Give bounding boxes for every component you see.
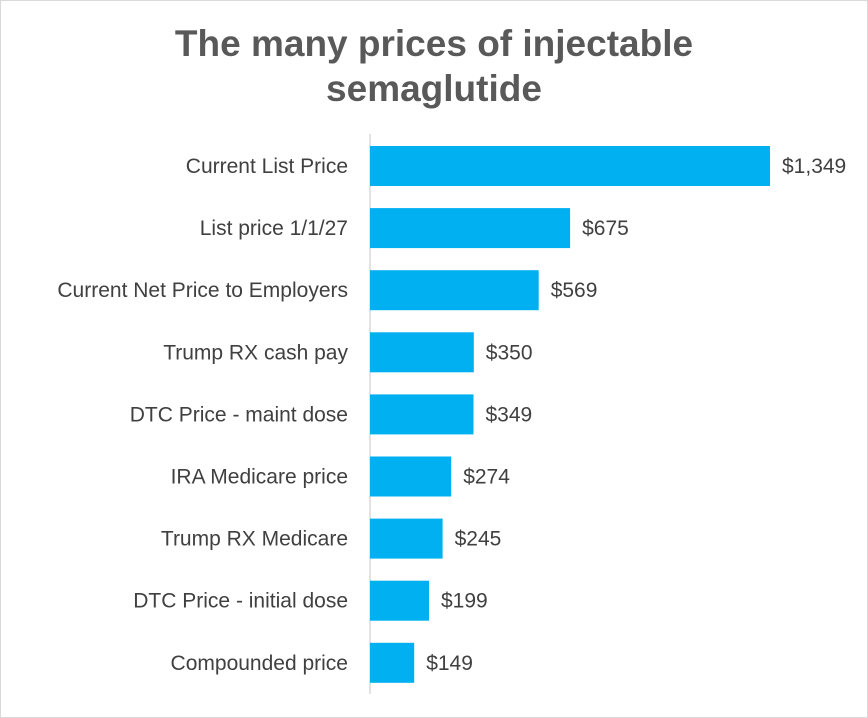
data-label-5: $349 <box>486 403 533 426</box>
bar-5 <box>370 394 474 435</box>
category-label-7: Trump RX Medicare <box>161 528 348 551</box>
category-label-8: DTC Price - initial dose <box>133 590 348 613</box>
data-label-6: $274 <box>463 466 510 489</box>
data-label-8: $199 <box>441 590 488 613</box>
chart-title-line-1: The many prices of injectable <box>174 23 694 64</box>
bar-7 <box>370 518 443 559</box>
chart-title-line-2: semaglutide <box>326 68 542 109</box>
data-label-2: $675 <box>582 217 629 240</box>
bar-1 <box>370 146 770 186</box>
bar-6 <box>370 456 452 497</box>
data-label-1: $1,349 <box>782 155 846 178</box>
category-label-2: List price 1/1/27 <box>200 217 348 240</box>
category-label-6: IRA Medicare price <box>171 466 348 489</box>
category-label-9: Compounded price <box>171 652 348 675</box>
data-label-3: $569 <box>551 279 598 302</box>
bars-layer: Current List Price $1,349 List price 1/1/2… <box>57 146 846 683</box>
data-label-4: $350 <box>486 341 533 364</box>
bar-9 <box>370 642 415 683</box>
bar-8 <box>370 580 429 621</box>
bar-3 <box>370 270 539 311</box>
data-label-7: $245 <box>455 528 502 551</box>
category-label-5: DTC Price - maint dose <box>130 403 348 426</box>
bar-2 <box>370 208 571 249</box>
data-label-9: $149 <box>426 652 473 675</box>
category-label-4: Trump RX cash pay <box>163 341 348 364</box>
category-label-1: Current List Price <box>186 155 348 178</box>
bar-4 <box>370 332 474 373</box>
chart-title: The many prices of injectable semaglutid… <box>1 21 867 111</box>
category-label-3: Current Net Price to Employers <box>57 279 348 302</box>
